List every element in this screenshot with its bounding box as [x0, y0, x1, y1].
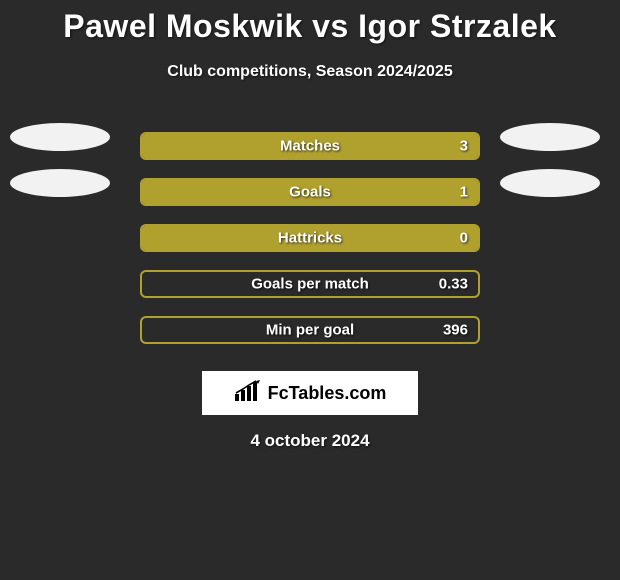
stat-bar: Goals per match 0.33 — [140, 270, 480, 298]
stat-row: Matches 3 — [0, 123, 620, 169]
stat-value: 1 — [460, 184, 468, 201]
stat-bar: Goals 1 — [140, 178, 480, 206]
player-right-indicator — [500, 169, 600, 197]
stat-bar: Hattricks 0 — [140, 224, 480, 252]
stats-area: Matches 3 Goals 1 Hattricks 0 Goals per match 0… — [0, 123, 620, 353]
player-right-indicator — [500, 123, 600, 151]
stat-value: 3 — [460, 138, 468, 155]
stat-value: 0.33 — [439, 276, 468, 293]
chart-icon — [234, 380, 262, 407]
stat-label: Goals — [289, 184, 331, 201]
player-left-indicator — [10, 123, 110, 151]
page-title: Pawel Moskwik vs Igor Strzalek — [0, 8, 620, 45]
page-subtitle: Club competitions, Season 2024/2025 — [0, 63, 620, 81]
stat-value: 396 — [443, 322, 468, 339]
stat-value: 0 — [460, 230, 468, 247]
stat-bar: Min per goal 396 — [140, 316, 480, 344]
stat-label: Hattricks — [278, 230, 342, 247]
stat-label: Goals per match — [251, 276, 369, 293]
player-left-indicator — [10, 169, 110, 197]
branding-logo[interactable]: FcTables.com — [202, 371, 418, 415]
branding-logo-text: FcTables.com — [268, 383, 387, 404]
stat-row: Hattricks 0 — [0, 215, 620, 261]
stat-bar: Matches 3 — [140, 132, 480, 160]
stat-row: Goals per match 0.33 — [0, 261, 620, 307]
stat-row: Goals 1 — [0, 169, 620, 215]
stat-label: Matches — [280, 138, 340, 155]
stat-label: Min per goal — [266, 322, 354, 339]
stat-row: Min per goal 396 — [0, 307, 620, 353]
footer-date: 4 october 2024 — [0, 431, 620, 451]
stats-comparison-container: Pawel Moskwik vs Igor Strzalek Club comp… — [0, 0, 620, 451]
